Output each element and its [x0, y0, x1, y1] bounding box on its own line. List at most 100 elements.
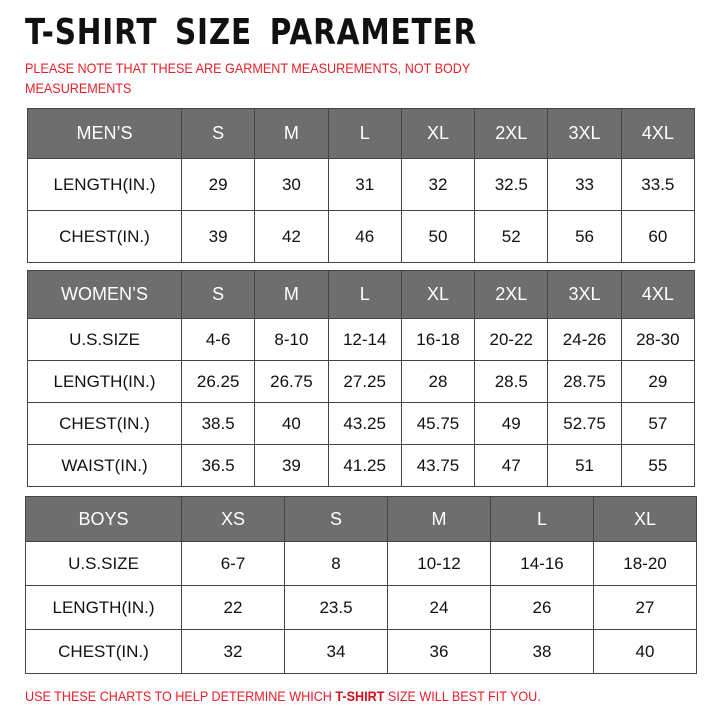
row-label: WAIST(IN.) [27, 444, 182, 487]
size-header: XL [593, 496, 697, 542]
cell-value: 20-22 [474, 318, 549, 361]
cell-value: 41.25 [327, 444, 402, 487]
cell-value: 36 [387, 629, 491, 674]
cell-value: 60 [620, 210, 696, 263]
size-header: L [490, 496, 594, 542]
cell-value: 38 [490, 629, 594, 674]
cell-value: 24 [387, 585, 491, 630]
cell-value: 28.5 [474, 360, 549, 403]
cell-value: 49 [474, 402, 549, 445]
row-label: U.S.SIZE [27, 318, 182, 361]
size-header: M [254, 270, 329, 319]
size-header: 3XL [547, 270, 622, 319]
table-row: LENGTH(IN.) 29 30 31 32 32.5 33 33.5 [27, 158, 696, 211]
size-header: M [254, 108, 329, 159]
row-label: CHEST(IN.) [25, 629, 182, 674]
category-header: BOYS [25, 496, 182, 542]
cell-value: 45.75 [400, 402, 476, 445]
cell-value: 29 [620, 360, 696, 403]
cell-value: 55 [620, 444, 696, 487]
cell-value: 31 [327, 158, 402, 211]
cell-value: 32 [181, 629, 285, 674]
cell-value: 4-6 [180, 318, 256, 361]
cell-value: 47 [474, 444, 549, 487]
cell-value: 10-12 [387, 541, 491, 586]
table-row: U.S.SIZE 6-7 8 10-12 14-16 18-20 [25, 541, 697, 586]
mens-size-table: MEN’S S M L XL 2XL 3XL 4XL LENGTH(IN.) 29 30 31 32 32… [27, 108, 696, 263]
table-row: CHEST(IN.) 38.5 40 43.25 45.75 49 52.75 57 [27, 402, 696, 445]
footer-text: USE THESE CHARTS TO HELP DETERMINE WHICH [25, 688, 336, 704]
row-label: U.S.SIZE [25, 541, 182, 586]
cell-value: 23.5 [284, 585, 388, 630]
header-row: BOYS XS S M L XL [25, 496, 697, 542]
cell-value: 22 [181, 585, 285, 630]
size-header: XL [400, 270, 476, 319]
cell-value: 39 [180, 210, 256, 263]
garment-note: PLEASE NOTE THAT THESE ARE GARMENT MEASU… [25, 60, 471, 96]
cell-value: 16-18 [400, 318, 476, 361]
row-label: LENGTH(IN.) [27, 360, 182, 403]
cell-value: 34 [284, 629, 388, 674]
size-header: 4XL [620, 270, 696, 319]
cell-value: 56 [547, 210, 622, 263]
size-header: S [180, 108, 256, 159]
row-label: LENGTH(IN.) [25, 585, 182, 630]
size-header: M [387, 496, 491, 542]
cell-value: 33.5 [620, 158, 696, 211]
cell-value: 26.75 [254, 360, 329, 403]
cell-value: 14-16 [490, 541, 594, 586]
footer-text-end: SIZE WILL BEST FIT YOU. [384, 688, 541, 704]
cell-value: 39 [254, 444, 329, 487]
row-label: LENGTH(IN.) [27, 158, 182, 211]
cell-value: 29 [180, 158, 256, 211]
cell-value: 8-10 [254, 318, 329, 361]
footer-note: USE THESE CHARTS TO HELP DETERMINE WHICH… [25, 688, 541, 704]
cell-value: 40 [593, 629, 697, 674]
cell-value: 26 [490, 585, 594, 630]
cell-value: 6-7 [181, 541, 285, 586]
cell-value: 52 [474, 210, 549, 263]
table-row: LENGTH(IN.) 22 23.5 24 26 27 [25, 585, 697, 630]
header-row: WOMEN’S S M L XL 2XL 3XL 4XL [27, 270, 696, 319]
boys-size-table: BOYS XS S M L XL U.S.SIZE 6-7 8 10-12 14-16 18-20 LE… [25, 496, 697, 674]
table-row: WAIST(IN.) 36.5 39 41.25 43.75 47 51 55 [27, 444, 696, 487]
page-title: T-SHIRT SIZE PARAMETER [25, 12, 477, 53]
header-row: MEN’S S M L XL 2XL 3XL 4XL [27, 108, 696, 159]
cell-value: 32.5 [474, 158, 549, 211]
womens-size-table: WOMEN’S S M L XL 2XL 3XL 4XL U.S.SIZE 4-6 8-10 12-1… [27, 270, 696, 487]
cell-value: 28.75 [547, 360, 622, 403]
cell-value: 43.25 [327, 402, 402, 445]
cell-value: 42 [254, 210, 329, 263]
row-label: CHEST(IN.) [27, 402, 182, 445]
size-header: 2XL [474, 270, 549, 319]
table-row: CHEST(IN.) 32 34 36 38 40 [25, 629, 697, 674]
category-header: WOMEN’S [27, 270, 182, 319]
cell-value: 28-30 [620, 318, 696, 361]
row-label: CHEST(IN.) [27, 210, 182, 263]
cell-value: 52.75 [547, 402, 622, 445]
cell-value: 24-26 [547, 318, 622, 361]
cell-value: 33 [547, 158, 622, 211]
cell-value: 50 [400, 210, 476, 263]
cell-value: 57 [620, 402, 696, 445]
cell-value: 12-14 [327, 318, 402, 361]
cell-value: 46 [327, 210, 402, 263]
table-row: CHEST(IN.) 39 42 46 50 52 56 60 [27, 210, 696, 263]
cell-value: 36.5 [180, 444, 256, 487]
cell-value: 30 [254, 158, 329, 211]
size-header: L [327, 108, 402, 159]
size-header: 4XL [620, 108, 696, 159]
cell-value: 28 [400, 360, 476, 403]
size-header: XS [181, 496, 285, 542]
cell-value: 43.75 [400, 444, 476, 487]
size-header: S [284, 496, 388, 542]
cell-value: 26.25 [180, 360, 256, 403]
size-header: 3XL [547, 108, 622, 159]
cell-value: 40 [254, 402, 329, 445]
cell-value: 51 [547, 444, 622, 487]
cell-value: 32 [400, 158, 476, 211]
size-header: XL [400, 108, 476, 159]
cell-value: 8 [284, 541, 388, 586]
table-row: U.S.SIZE 4-6 8-10 12-14 16-18 20-22 24-26 28-30 [27, 318, 696, 361]
